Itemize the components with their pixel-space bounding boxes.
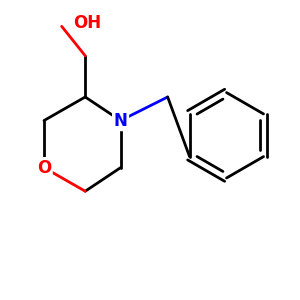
Text: OH: OH <box>74 14 102 32</box>
Text: N: N <box>114 112 128 130</box>
Text: O: O <box>37 159 51 177</box>
